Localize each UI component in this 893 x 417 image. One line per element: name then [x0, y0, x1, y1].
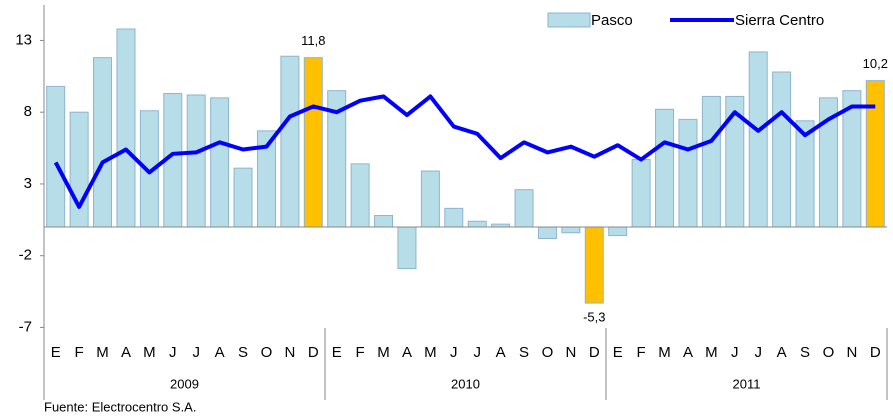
x-tick-label: A: [402, 344, 412, 361]
bar: [186, 94, 206, 228]
source-note: Fuente: Electrocentro S.A.: [44, 399, 196, 414]
legend-swatch: [547, 12, 591, 28]
bar: [69, 111, 89, 228]
x-tick-label: F: [356, 344, 365, 361]
x-group-label: 2011: [733, 376, 761, 391]
x-tick-label: O: [261, 344, 273, 361]
x-tick-label: J: [169, 344, 177, 361]
x-tick-label: S: [519, 344, 529, 361]
x-tick-label: F: [75, 344, 84, 361]
x-tick-label: N: [284, 344, 295, 361]
bar: [467, 220, 487, 228]
bar: [584, 226, 604, 304]
bar: [46, 85, 66, 228]
x-tick-label: O: [823, 344, 835, 361]
y-tick-label: 3: [24, 175, 32, 192]
x-tick-label: J: [450, 344, 458, 361]
bar: [655, 108, 675, 228]
bar: [444, 207, 464, 228]
bar: [350, 163, 370, 228]
x-tick-label: M: [377, 344, 390, 361]
x-tick-label: N: [846, 344, 857, 361]
y-tick-label: -7: [19, 318, 32, 335]
bar: [116, 28, 136, 228]
x-tick-label: M: [658, 344, 671, 361]
y-tick-label: -2: [19, 247, 32, 264]
bar: [772, 71, 792, 228]
bar: [93, 57, 113, 228]
x-tick-label: M: [143, 344, 156, 361]
bar: [865, 80, 885, 228]
line-series: [53, 94, 876, 209]
x-tick-label: A: [121, 344, 131, 361]
bar: [303, 57, 323, 228]
bar: [514, 189, 534, 228]
bar: [537, 226, 557, 239]
bar: [561, 226, 581, 234]
bar: [233, 167, 253, 228]
y-tick-label: 8: [24, 103, 32, 120]
x-tick-label: F: [637, 344, 646, 361]
x-tick-label: A: [777, 344, 787, 361]
x-tick-label: J: [192, 344, 200, 361]
x-tick-label: D: [870, 344, 881, 361]
bar: [420, 170, 440, 228]
x-tick-label: S: [800, 344, 810, 361]
x-tick-label: M: [424, 344, 437, 361]
bar: [608, 226, 628, 237]
data-label: -5,3: [583, 309, 605, 324]
bar: [678, 118, 698, 228]
bar: [397, 226, 417, 270]
x-tick-label: E: [332, 344, 342, 361]
x-tick-label: A: [496, 344, 506, 361]
x-tick-label: E: [613, 344, 623, 361]
x-tick-label: E: [51, 344, 61, 361]
x-tick-label: N: [565, 344, 576, 361]
x-tick-label: M: [96, 344, 109, 361]
x-tick-label: J: [473, 344, 481, 361]
bar: [374, 215, 394, 228]
bar: [280, 55, 300, 228]
x-tick-label: O: [542, 344, 554, 361]
x-tick-label: M: [705, 344, 718, 361]
y-tick-label: 13: [15, 31, 32, 48]
bar: [748, 51, 768, 228]
data-label: 11,8: [301, 33, 325, 48]
x-tick-label: A: [683, 344, 693, 361]
legend-label: Pasco: [591, 12, 633, 29]
data-label: 10,2: [863, 56, 888, 71]
x-tick-label: D: [308, 344, 319, 361]
x-tick-label: D: [589, 344, 600, 361]
x-tick-label: A: [215, 344, 225, 361]
x-tick-label: S: [238, 344, 248, 361]
bar: [631, 159, 651, 228]
x-tick-label: J: [754, 344, 762, 361]
bar: [701, 95, 721, 228]
legend-label: Sierra Centro: [735, 12, 824, 29]
x-group-label: 2010: [451, 376, 480, 391]
x-tick-label: J: [731, 344, 739, 361]
bar: [210, 97, 230, 228]
x-group-label: 2009: [170, 376, 199, 391]
